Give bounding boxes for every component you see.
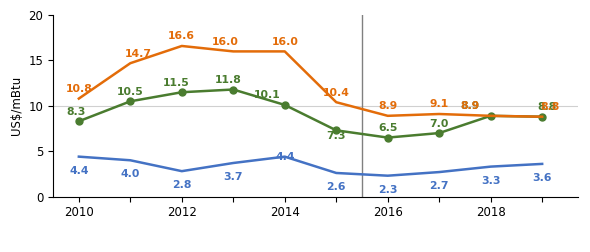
Natural gas (US$/mBtu, US)	[333, 171, 340, 174]
Liquefied natural gas (US$/mBtu, Japan)	[333, 101, 340, 104]
Line: Liquefied natural gas (US$/mBtu, Japan): Liquefied natural gas (US$/mBtu, Japan)	[79, 46, 542, 117]
Natural gas (US$/mBtu, US)	[76, 155, 83, 158]
Natural gas (US$/mBtu, US)	[230, 162, 237, 165]
Text: 8.8: 8.8	[537, 102, 557, 112]
Liquefied natural gas (US$/mBtu, Japan)	[539, 115, 546, 118]
Text: 16.6: 16.6	[168, 32, 195, 41]
Text: 8.3: 8.3	[67, 107, 86, 117]
Text: 8.8: 8.8	[540, 102, 559, 112]
Text: 10.5: 10.5	[117, 87, 144, 97]
Natural gas (US$/mBtu, Europe)	[384, 136, 391, 139]
Text: 14.7: 14.7	[124, 49, 152, 59]
Text: 4.4: 4.4	[275, 152, 294, 162]
Text: 2.6: 2.6	[326, 182, 346, 192]
Text: 16.0: 16.0	[271, 37, 298, 47]
Natural gas (US$/mBtu, Europe)	[76, 120, 83, 123]
Text: 7.0: 7.0	[430, 118, 449, 129]
Text: 8.9: 8.9	[460, 101, 480, 111]
Natural gas (US$/mBtu, US)	[539, 162, 546, 165]
Liquefied natural gas (US$/mBtu, Japan)	[384, 114, 391, 117]
Text: 6.5: 6.5	[378, 123, 398, 133]
Natural gas (US$/mBtu, US)	[127, 159, 134, 162]
Text: 3.7: 3.7	[224, 172, 243, 182]
Natural gas (US$/mBtu, US)	[384, 174, 391, 177]
Text: 2.3: 2.3	[378, 185, 398, 195]
Natural gas (US$/mBtu, Europe)	[230, 88, 237, 91]
Liquefied natural gas (US$/mBtu, Japan)	[178, 44, 185, 47]
Natural gas (US$/mBtu, US)	[178, 170, 185, 173]
Liquefied natural gas (US$/mBtu, Japan)	[230, 50, 237, 53]
Line: Natural gas (US$/mBtu, Europe): Natural gas (US$/mBtu, Europe)	[76, 86, 546, 141]
Text: 2.8: 2.8	[172, 180, 192, 190]
Text: 10.8: 10.8	[65, 84, 92, 94]
Text: 4.4: 4.4	[69, 166, 88, 176]
Liquefied natural gas (US$/mBtu, Japan)	[281, 50, 289, 53]
Natural gas (US$/mBtu, Europe)	[435, 132, 442, 135]
Text: 11.5: 11.5	[163, 78, 190, 88]
Text: 2.7: 2.7	[430, 181, 449, 191]
Text: 8.9: 8.9	[460, 101, 480, 111]
Natural gas (US$/mBtu, Europe)	[333, 129, 340, 132]
Text: 7.3: 7.3	[326, 131, 346, 141]
Text: 16.0: 16.0	[212, 37, 239, 47]
Natural gas (US$/mBtu, Europe)	[539, 115, 546, 118]
Liquefied natural gas (US$/mBtu, Japan)	[76, 97, 83, 100]
Liquefied natural gas (US$/mBtu, Japan)	[127, 62, 134, 65]
Text: 8.9: 8.9	[378, 101, 397, 111]
Y-axis label: US$/mBtu: US$/mBtu	[10, 76, 23, 136]
Liquefied natural gas (US$/mBtu, Japan)	[487, 114, 494, 117]
Text: 3.3: 3.3	[481, 176, 500, 186]
Natural gas (US$/mBtu, Europe)	[487, 114, 494, 117]
Line: Natural gas (US$/mBtu, US): Natural gas (US$/mBtu, US)	[79, 157, 542, 176]
Natural gas (US$/mBtu, US)	[435, 171, 442, 174]
Text: 11.8: 11.8	[215, 75, 241, 85]
Text: 9.1: 9.1	[430, 100, 449, 109]
Liquefied natural gas (US$/mBtu, Japan)	[435, 112, 442, 115]
Natural gas (US$/mBtu, US)	[487, 165, 494, 168]
Text: 10.4: 10.4	[323, 88, 350, 98]
Natural gas (US$/mBtu, US)	[281, 155, 289, 158]
Text: 10.1: 10.1	[253, 90, 280, 100]
Natural gas (US$/mBtu, Europe)	[127, 100, 134, 103]
Text: 3.6: 3.6	[532, 173, 552, 183]
Natural gas (US$/mBtu, Europe)	[281, 103, 289, 106]
Text: 4.0: 4.0	[120, 169, 140, 179]
Natural gas (US$/mBtu, Europe)	[178, 91, 185, 94]
